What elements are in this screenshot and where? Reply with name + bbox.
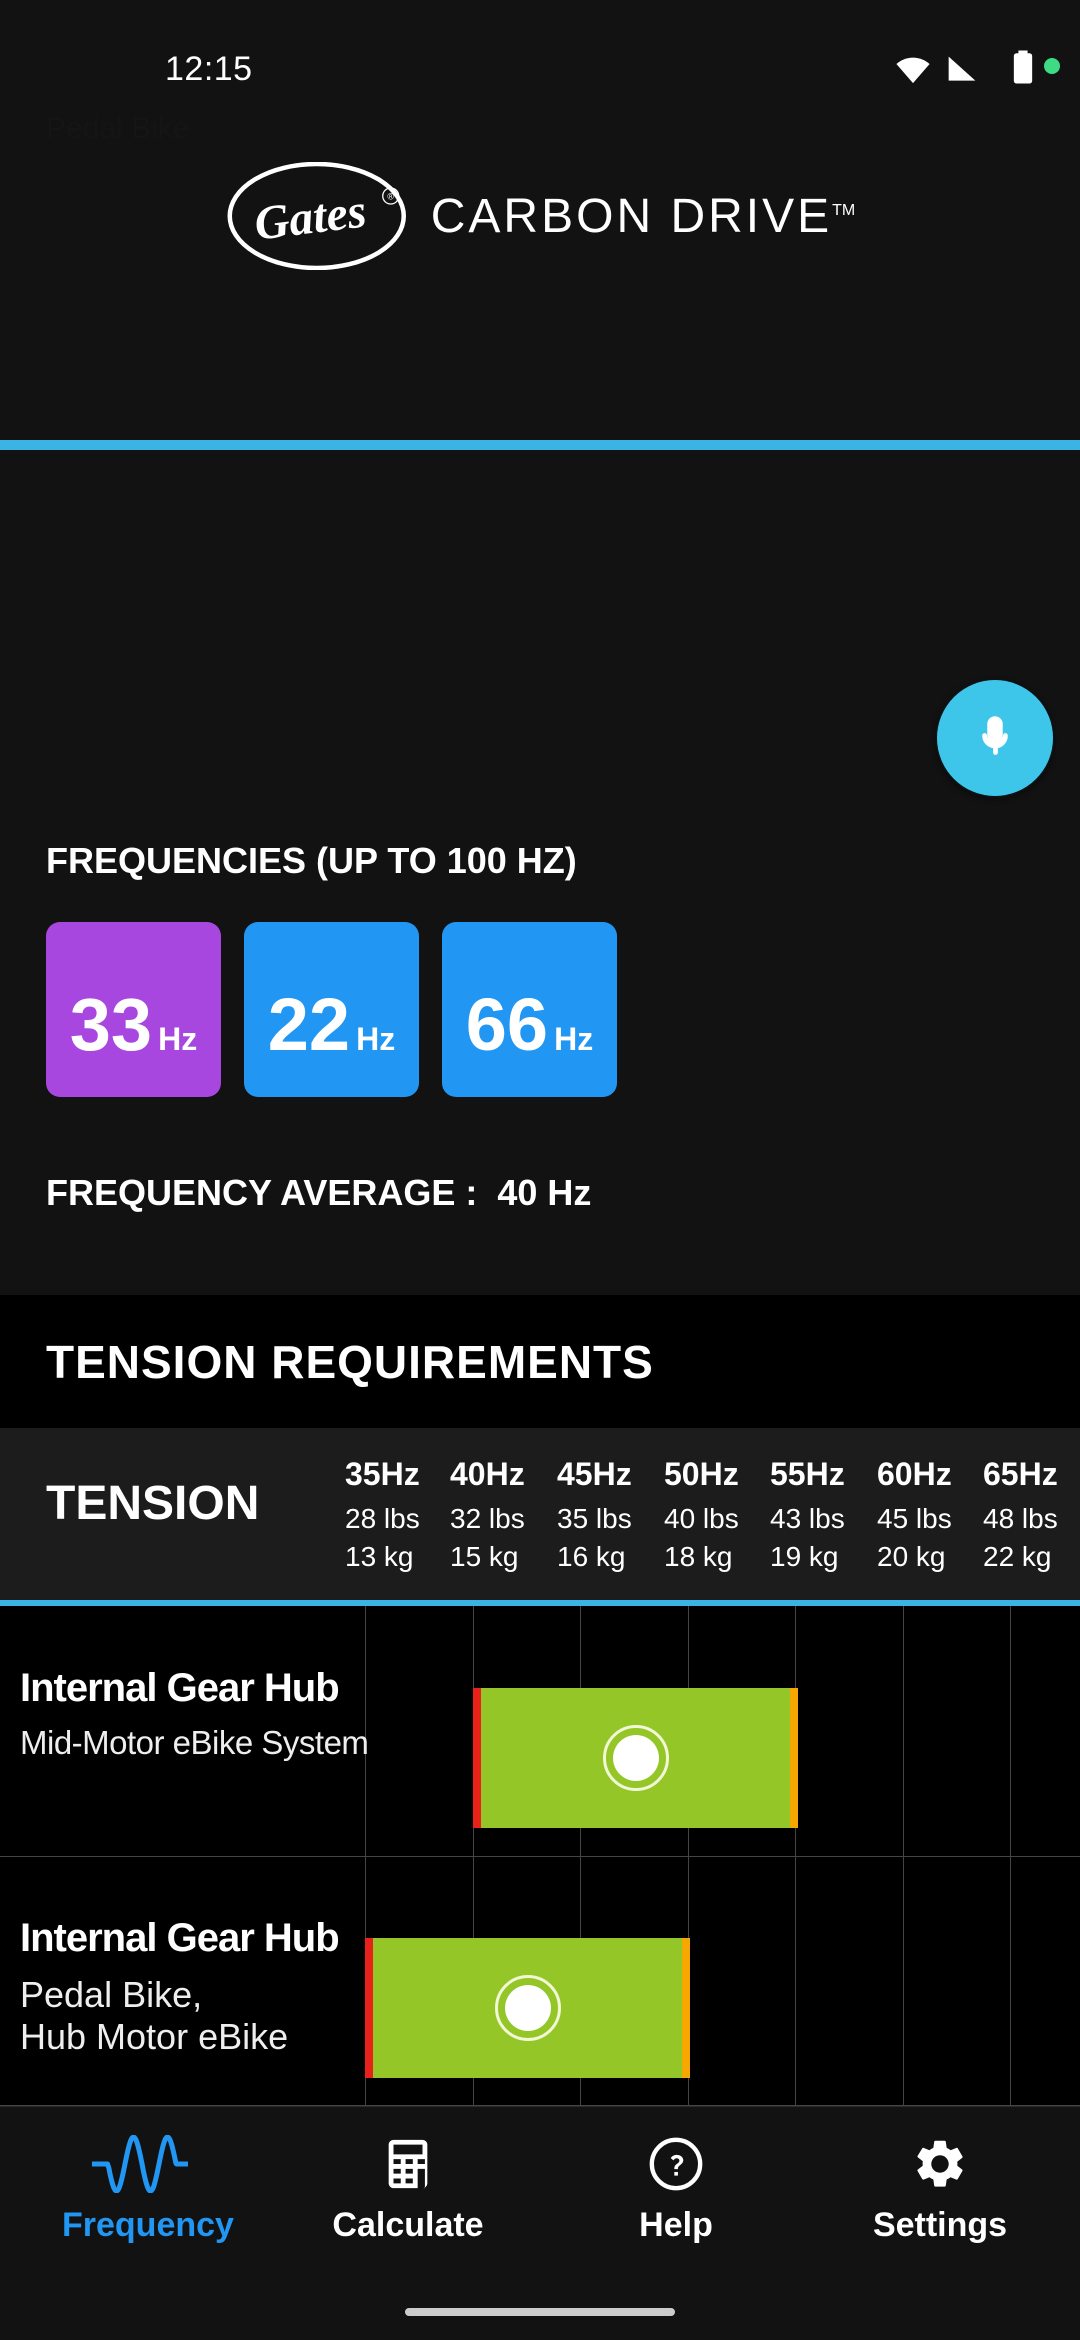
svg-text:Gates: Gates	[252, 184, 370, 250]
svg-text:®: ®	[387, 192, 394, 202]
